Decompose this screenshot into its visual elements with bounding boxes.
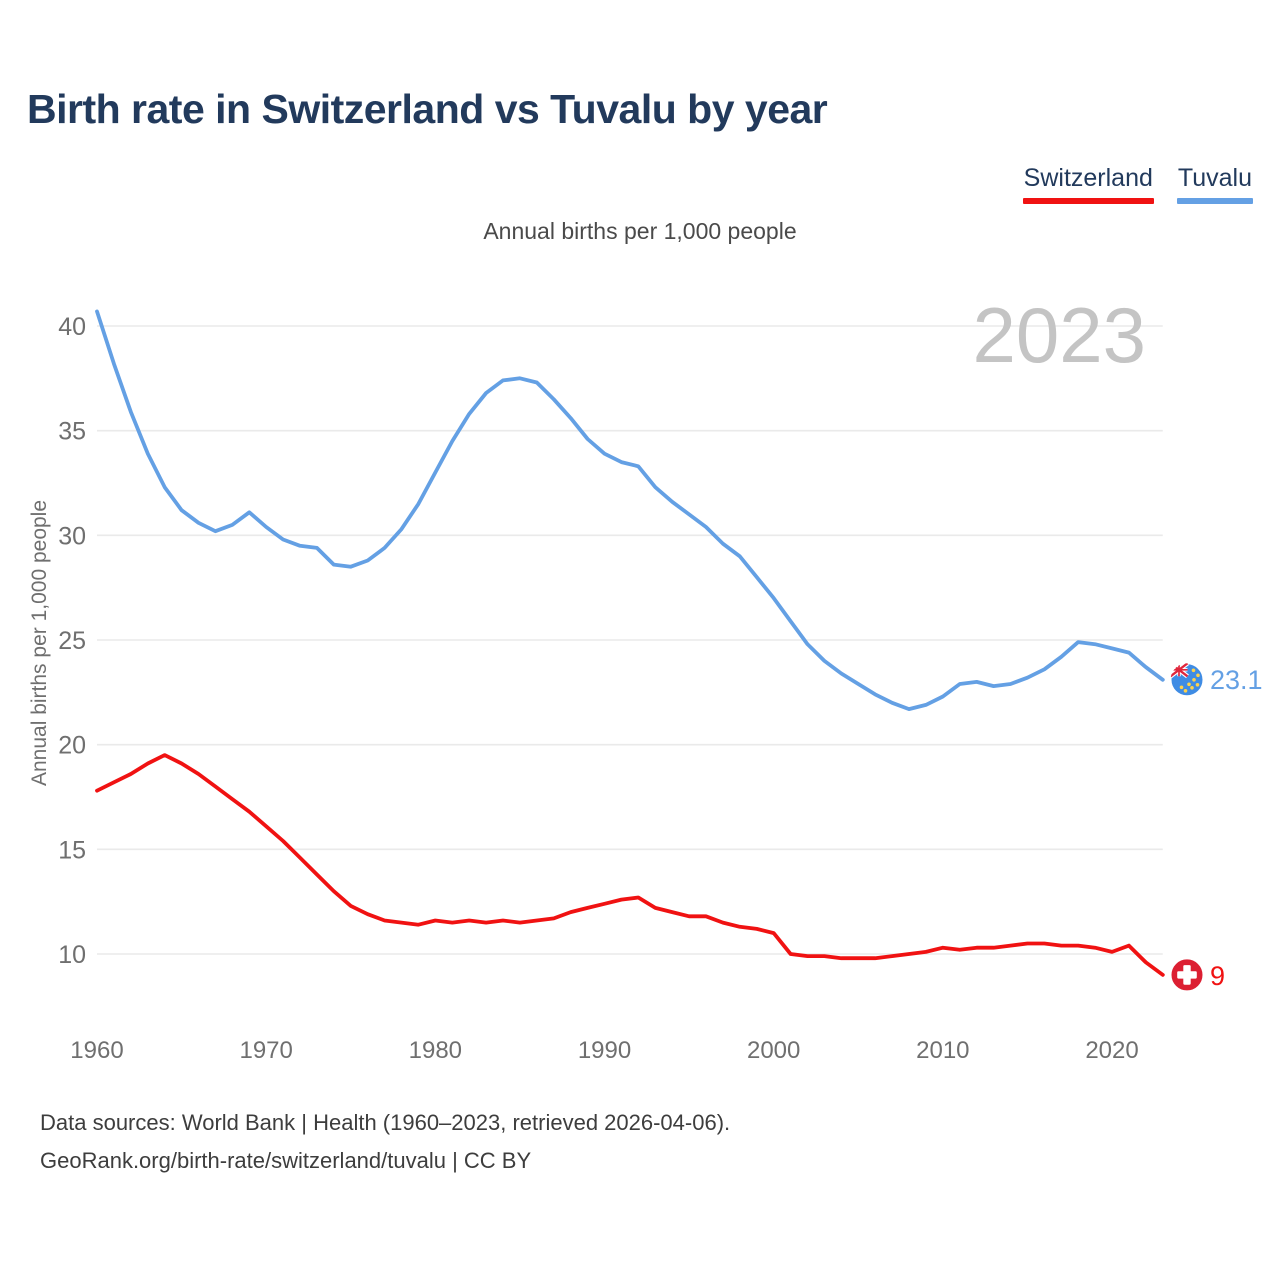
gridlines bbox=[97, 325, 1163, 955]
watermark-year: 2023 bbox=[972, 291, 1146, 379]
legend-item-tuvalu[interactable]: Tuvalu bbox=[1176, 164, 1253, 204]
legend-bar-tuvalu bbox=[1176, 198, 1253, 204]
tuvalu-end-label: 23.1 bbox=[1210, 665, 1263, 695]
svg-text:1980: 1980 bbox=[409, 1037, 462, 1064]
series-lines bbox=[95, 309, 1165, 977]
svg-text:20: 20 bbox=[58, 732, 86, 760]
svg-text:2000: 2000 bbox=[747, 1037, 800, 1064]
switzerland-end-label: 9 bbox=[1210, 961, 1225, 991]
x-tick-labels: 1960 1970 1980 1990 2000 2010 2020 bbox=[70, 1037, 1138, 1064]
svg-text:25: 25 bbox=[58, 627, 86, 655]
svg-text:1990: 1990 bbox=[578, 1037, 631, 1064]
svg-text:35: 35 bbox=[58, 418, 86, 446]
chart-svg: 2023 40 35 30 25 20 15 10 1960 1970 1980 1990 2000… bbox=[28, 291, 1263, 1064]
page-title: Birth rate in Switzerland vs Tuvalu by y… bbox=[27, 86, 828, 132]
svg-text:2010: 2010 bbox=[916, 1037, 969, 1064]
svg-text:40: 40 bbox=[58, 313, 86, 341]
legend-label-tuvalu: Tuvalu bbox=[1177, 164, 1252, 192]
svg-text:30: 30 bbox=[58, 522, 86, 550]
legend-label-switzerland: Switzerland bbox=[1023, 164, 1153, 192]
y-tick-labels: 40 35 30 25 20 15 10 bbox=[58, 313, 86, 969]
tuvalu-marker: 23.1 bbox=[1169, 662, 1263, 698]
footer: Data sources: World Bank | Health (1960–… bbox=[40, 1104, 730, 1180]
tuvalu-flag-icon bbox=[1169, 662, 1205, 698]
legend: Switzerland Tuvalu bbox=[1022, 164, 1253, 204]
y-axis-title: Annual births per 1,000 people bbox=[28, 500, 51, 786]
switzerland-marker: 9 bbox=[1169, 957, 1225, 993]
footer-attribution-line: GeoRank.org/birth-rate/switzerland/tuval… bbox=[40, 1148, 532, 1173]
switzerland-flag-icon bbox=[1169, 957, 1205, 993]
svg-text:10: 10 bbox=[58, 941, 86, 969]
svg-text:1970: 1970 bbox=[239, 1037, 292, 1064]
svg-text:15: 15 bbox=[58, 836, 86, 864]
legend-bar-switzerland bbox=[1022, 198, 1154, 204]
footer-sources-line: Data sources: World Bank | Health (1960–… bbox=[40, 1110, 731, 1135]
svg-text:2020: 2020 bbox=[1085, 1037, 1138, 1064]
chart-subtitle: Annual births per 1,000 people bbox=[483, 218, 797, 244]
svg-text:1960: 1960 bbox=[70, 1037, 123, 1064]
legend-item-switzerland[interactable]: Switzerland bbox=[1022, 164, 1154, 204]
